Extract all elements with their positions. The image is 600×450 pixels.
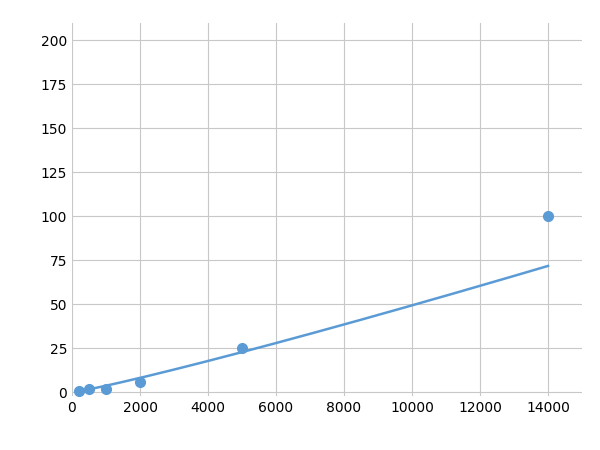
Point: [543, 213, 553, 220]
Point: [101, 385, 111, 392]
Point: [237, 345, 247, 352]
Point: [74, 387, 83, 394]
Point: [84, 385, 94, 392]
Point: [135, 378, 145, 386]
